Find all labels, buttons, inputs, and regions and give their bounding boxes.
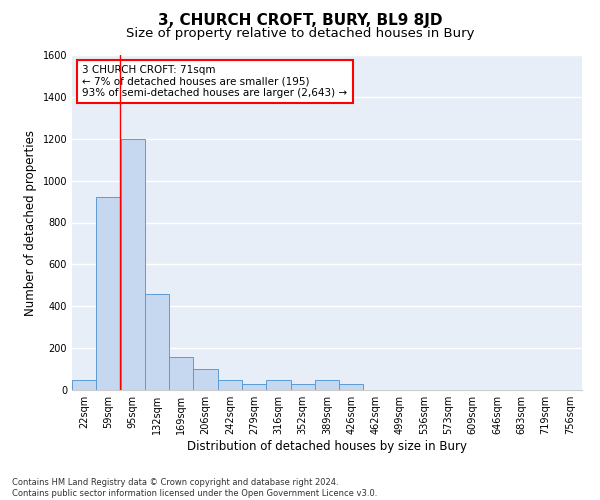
Text: Contains HM Land Registry data © Crown copyright and database right 2024.
Contai: Contains HM Land Registry data © Crown c… <box>12 478 377 498</box>
Bar <box>193 369 218 390</box>
Bar <box>339 384 364 390</box>
Text: Size of property relative to detached houses in Bury: Size of property relative to detached ho… <box>126 28 474 40</box>
Y-axis label: Number of detached properties: Number of detached properties <box>24 130 37 316</box>
Bar <box>315 380 339 390</box>
Bar <box>169 356 193 390</box>
Bar <box>145 294 169 390</box>
Text: 3 CHURCH CROFT: 71sqm
← 7% of detached houses are smaller (195)
93% of semi-deta: 3 CHURCH CROFT: 71sqm ← 7% of detached h… <box>82 65 347 98</box>
Bar <box>290 384 315 390</box>
Bar <box>121 138 145 390</box>
Bar <box>266 380 290 390</box>
Text: 3, CHURCH CROFT, BURY, BL9 8JD: 3, CHURCH CROFT, BURY, BL9 8JD <box>158 12 442 28</box>
Bar <box>72 380 96 390</box>
Bar <box>218 380 242 390</box>
Bar <box>242 384 266 390</box>
X-axis label: Distribution of detached houses by size in Bury: Distribution of detached houses by size … <box>187 440 467 453</box>
Bar <box>96 198 121 390</box>
